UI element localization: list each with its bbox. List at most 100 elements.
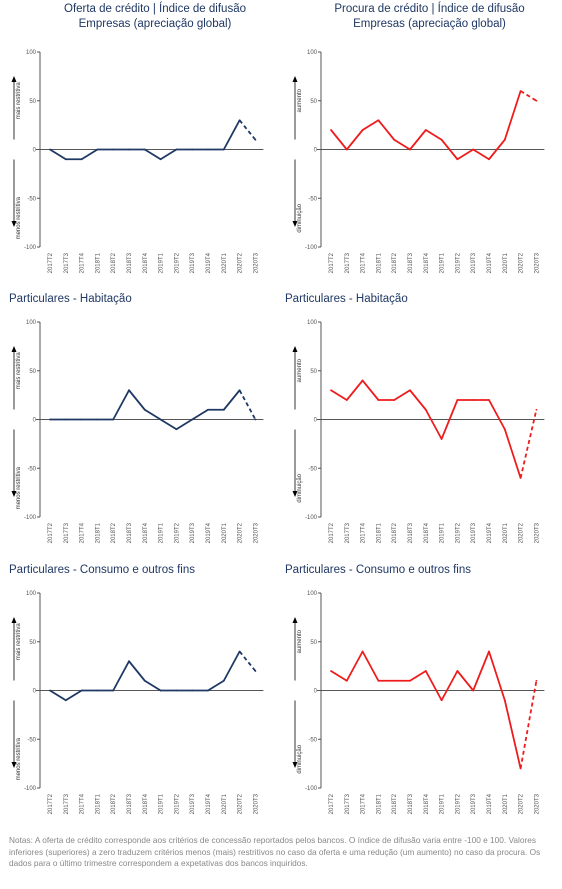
oferta-habitacao-x-tick-label: 2019T2 [174,522,180,543]
oferta-consumo-point [238,650,241,653]
oferta-empresas-y-tick-label: -50 [27,196,36,202]
procura-consumo-point [503,699,506,702]
procura-habitacao-point [330,389,332,392]
oferta-habitacao-x-tick-label: 2017T3 [64,522,70,543]
procura-consumo-x-tick-label: 2017T3 [345,793,351,814]
chart-oferta-habitacao: 100 50 0 -50 -100 mais restritiva menos restri… [11,320,264,543]
procura-empresas-y-tick-label: 0 [314,148,318,154]
procura-empresas-point [393,138,396,141]
procura-empresas-x-tick-label: 2017T3 [345,252,351,273]
row3-right-title: Particulares - Consumo e outros fins [285,564,471,576]
procura-empresas-x-tick-label: 2019T2 [455,252,461,273]
oferta-empresas-expected-segment [238,119,257,141]
oferta-empresas-x-tick-label: 2019T1 [159,252,165,273]
oferta-habitacao-y-tick-label: -100 [24,515,37,521]
footnote: Notas: A oferta de crédito corresponde a… [9,835,541,868]
procura-habitacao-point [503,428,506,431]
procura-consumo-y-tick-label: -100 [305,786,318,792]
procura-consumo-point [440,699,443,702]
procura-habitacao-x-tick-label: 2018T1 [376,522,382,543]
procura-habitacao-point [393,399,396,401]
procura-consumo-x-tick-label: 2018T1 [376,793,382,814]
oferta-empresas-upper-region-label: mais restritiva [16,82,22,120]
procura-empresas-x-tick-label: 2019T1 [440,252,446,273]
procura-empresas-point [409,148,411,151]
procura-habitacao-down-arrowhead [292,491,298,497]
procura-consumo-point [393,679,396,682]
procura-empresas-point [503,138,506,141]
oferta-empresas-point [64,158,67,161]
procura-consumo-point [345,679,348,682]
oferta-consumo-point [112,689,115,692]
procura-empresas-point [535,99,538,102]
procura-habitacao-point [361,379,364,382]
procura-habitacao-x-tick-label: 2020T1 [503,522,509,543]
row3-left-title: Particulares - Consumo e outros fins [9,564,195,576]
oferta-consumo-x-tick-label: 2019T2 [174,793,180,814]
oferta-consumo-x-tick-label: 2019T3 [190,793,196,814]
oferta-empresas-point [80,158,83,161]
procura-consumo-y-tick-label: 100 [307,591,318,597]
oferta-consumo-y-tick-label: -50 [27,737,36,743]
oferta-habitacao-x-tick-label: 2018T1 [95,522,101,543]
procura-habitacao-y-tick-label: -100 [305,515,318,521]
procura-consumo-x-tick-label: 2019T1 [440,793,446,814]
procura-habitacao-x-tick-label: 2019T2 [455,522,461,543]
oferta-habitacao-point [222,408,225,411]
oferta-empresas-y-tick-label: 0 [33,148,37,154]
procura-habitacao-x-tick-label: 2018T2 [392,522,398,543]
oferta-consumo-x-tick-label: 2017T3 [64,793,70,814]
left-header-subtitle: Empresas (apreciação global) [78,18,232,30]
oferta-empresas-y-tick-label: 50 [29,99,36,105]
oferta-consumo-point [80,689,83,692]
procura-consumo-point [361,650,364,653]
chart-procura-consumo: 100 50 0 -50 -100 aumento diminuição 2017T2 2017… [292,591,545,814]
procura-consumo-x-tick-label: 2019T4 [487,793,493,814]
procura-habitacao-point [472,399,475,401]
oferta-consumo-point [143,679,146,682]
procura-consumo-point [535,679,538,682]
oferta-consumo-lower-region-label: menos restritiva [16,737,22,780]
oferta-empresas-x-tick-label: 2019T4 [206,252,212,273]
oferta-consumo-x-tick-label: 2020T3 [253,793,259,814]
procura-consumo-y-tick-label: 50 [310,640,317,646]
oferta-empresas-x-tick-label: 2017T3 [64,252,70,273]
procura-consumo-x-tick-label: 2019T2 [455,793,461,814]
oferta-empresas-x-tick-label: 2019T3 [190,252,196,273]
procura-habitacao-lower-region-label: diminuição [297,473,303,502]
oferta-habitacao-x-tick-label: 2017T4 [80,522,86,543]
procura-empresas-point [345,148,348,151]
oferta-habitacao-point [207,408,209,411]
oferta-consumo-point [191,689,194,692]
oferta-habitacao-x-tick-label: 2017T2 [48,522,54,543]
oferta-habitacao-point [128,389,130,392]
procura-empresas-x-tick-label: 2019T3 [471,252,477,273]
procura-habitacao-x-tick-label: 2017T3 [345,522,351,543]
oferta-consumo-point [254,670,257,672]
oferta-consumo-point [207,689,209,692]
procura-habitacao-x-tick-label: 2019T1 [440,522,446,543]
oferta-consumo-point [49,689,51,692]
oferta-consumo-y-tick-label: 100 [26,591,37,597]
procura-empresas-y-tick-label: -50 [308,196,317,202]
procura-empresas-x-tick-label: 2020T2 [519,252,525,273]
procura-consumo-x-tick-label: 2020T2 [519,793,525,814]
procura-habitacao-y-tick-label: 50 [310,369,317,375]
oferta-habitacao-x-tick-label: 2018T2 [111,522,117,543]
procura-habitacao-point [377,399,380,401]
procura-empresas-point [440,138,443,141]
oferta-empresas-x-tick-label: 2018T3 [127,252,133,273]
procura-empresas-x-tick-label: 2020T3 [534,252,540,273]
procura-consumo-x-tick-label: 2018T4 [424,793,430,814]
oferta-consumo-x-tick-label: 2020T2 [238,793,244,814]
procura-consumo-x-tick-label: 2017T4 [361,793,367,814]
procura-habitacao-point [440,438,443,440]
procura-habitacao-x-tick-label: 2018T3 [408,522,414,543]
oferta-consumo-point [128,660,130,663]
procura-habitacao-x-tick-label: 2017T2 [329,522,335,543]
procura-consumo-series-line [330,650,522,769]
procura-habitacao-point [345,399,348,401]
oferta-consumo-point [96,689,99,692]
procura-consumo-point [456,670,459,672]
oferta-consumo-point [222,679,225,682]
